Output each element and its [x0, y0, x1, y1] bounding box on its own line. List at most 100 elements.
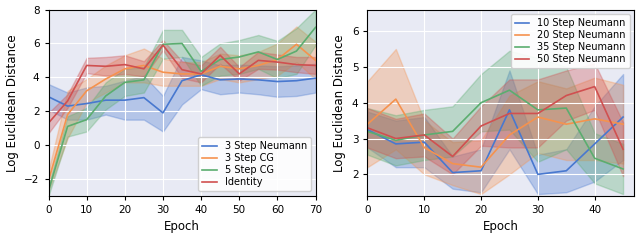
5 Step CG	[102, 94, 109, 97]
50 Step Neumann	[364, 126, 371, 129]
5 Step CG	[178, 42, 186, 45]
10 Step Neumann	[506, 109, 513, 111]
Identity	[255, 59, 262, 62]
3 Step Neumann	[121, 99, 129, 102]
35 Step Neumann	[620, 168, 627, 170]
5 Step CG	[159, 43, 167, 46]
Legend: 10 Step Neumann, 20 Step Neumann, 35 Step Neumann, 50 Step Neumann: 10 Step Neumann, 20 Step Neumann, 35 Ste…	[511, 14, 630, 68]
3 Step Neumann	[64, 105, 72, 108]
3 Step Neumann	[83, 102, 90, 105]
20 Step Neumann	[591, 117, 598, 120]
3 Step Neumann	[255, 78, 262, 81]
X-axis label: Epoch: Epoch	[483, 220, 519, 234]
3 Step Neumann	[159, 111, 167, 114]
50 Step Neumann	[477, 125, 485, 127]
Identity	[159, 44, 167, 47]
10 Step Neumann	[591, 142, 598, 145]
Identity	[64, 100, 72, 103]
3 Step Neumann	[216, 78, 224, 81]
50 Step Neumann	[449, 155, 456, 158]
10 Step Neumann	[420, 141, 428, 144]
Identity	[121, 63, 129, 66]
Line: 20 Step Neumann: 20 Step Neumann	[367, 99, 623, 167]
20 Step Neumann	[563, 123, 570, 126]
Line: 3 Step Neumann: 3 Step Neumann	[49, 75, 316, 113]
20 Step Neumann	[420, 146, 428, 149]
3 Step Neumann	[178, 79, 186, 82]
10 Step Neumann	[364, 128, 371, 131]
5 Step CG	[312, 26, 319, 29]
35 Step Neumann	[477, 101, 485, 104]
35 Step Neumann	[563, 107, 570, 109]
3 Step CG	[255, 64, 262, 67]
10 Step Neumann	[534, 173, 541, 176]
20 Step Neumann	[392, 98, 399, 101]
20 Step Neumann	[506, 134, 513, 136]
5 Step CG	[64, 125, 72, 128]
X-axis label: Epoch: Epoch	[164, 220, 200, 234]
3 Step CG	[159, 71, 167, 74]
Identity	[178, 68, 186, 71]
Line: Identity: Identity	[49, 45, 316, 123]
20 Step Neumann	[620, 123, 627, 126]
Identity	[197, 72, 205, 75]
Identity	[83, 64, 90, 67]
Identity	[236, 72, 243, 75]
3 Step Neumann	[273, 80, 281, 83]
5 Step CG	[140, 78, 148, 81]
3 Step CG	[312, 59, 319, 62]
3 Step CG	[178, 72, 186, 75]
Identity	[273, 61, 281, 64]
5 Step CG	[236, 55, 243, 58]
50 Step Neumann	[620, 148, 627, 151]
Identity	[292, 63, 300, 66]
3 Step Neumann	[236, 78, 243, 81]
10 Step Neumann	[563, 169, 570, 172]
3 Step Neumann	[292, 79, 300, 82]
Identity	[140, 67, 148, 70]
50 Step Neumann	[420, 134, 428, 136]
5 Step CG	[45, 189, 52, 192]
Identity	[102, 65, 109, 68]
3 Step CG	[121, 67, 129, 70]
35 Step Neumann	[364, 130, 371, 133]
50 Step Neumann	[534, 112, 541, 115]
50 Step Neumann	[506, 112, 513, 115]
35 Step Neumann	[449, 130, 456, 133]
Identity	[312, 64, 319, 67]
3 Step CG	[236, 67, 243, 70]
Line: 3 Step CG: 3 Step CG	[49, 44, 316, 181]
50 Step Neumann	[563, 94, 570, 97]
Line: 10 Step Neumann: 10 Step Neumann	[367, 110, 623, 174]
20 Step Neumann	[477, 166, 485, 169]
3 Step CG	[140, 64, 148, 67]
Line: 50 Step Neumann: 50 Step Neumann	[367, 87, 623, 157]
20 Step Neumann	[364, 123, 371, 126]
3 Step CG	[64, 113, 72, 116]
3 Step CG	[102, 78, 109, 81]
3 Step CG	[197, 72, 205, 75]
10 Step Neumann	[449, 171, 456, 174]
35 Step Neumann	[420, 134, 428, 136]
Identity	[45, 122, 52, 125]
3 Step CG	[292, 43, 300, 46]
5 Step CG	[216, 58, 224, 61]
10 Step Neumann	[477, 169, 485, 172]
Identity	[216, 54, 224, 57]
10 Step Neumann	[392, 142, 399, 145]
Legend: 3 Step Neumann, 3 Step CG, 5 Step CG, Identity: 3 Step Neumann, 3 Step CG, 5 Step CG, Id…	[198, 137, 310, 191]
5 Step CG	[121, 81, 129, 84]
5 Step CG	[83, 118, 90, 121]
3 Step Neumann	[197, 73, 205, 76]
5 Step CG	[292, 50, 300, 53]
3 Step Neumann	[312, 77, 319, 80]
Line: 35 Step Neumann: 35 Step Neumann	[367, 90, 623, 169]
35 Step Neumann	[392, 139, 399, 142]
Y-axis label: Log Euclidean Distance: Log Euclidean Distance	[6, 34, 19, 172]
10 Step Neumann	[620, 116, 627, 119]
3 Step Neumann	[102, 99, 109, 102]
35 Step Neumann	[591, 157, 598, 160]
3 Step Neumann	[140, 96, 148, 99]
3 Step CG	[83, 89, 90, 92]
50 Step Neumann	[392, 137, 399, 140]
